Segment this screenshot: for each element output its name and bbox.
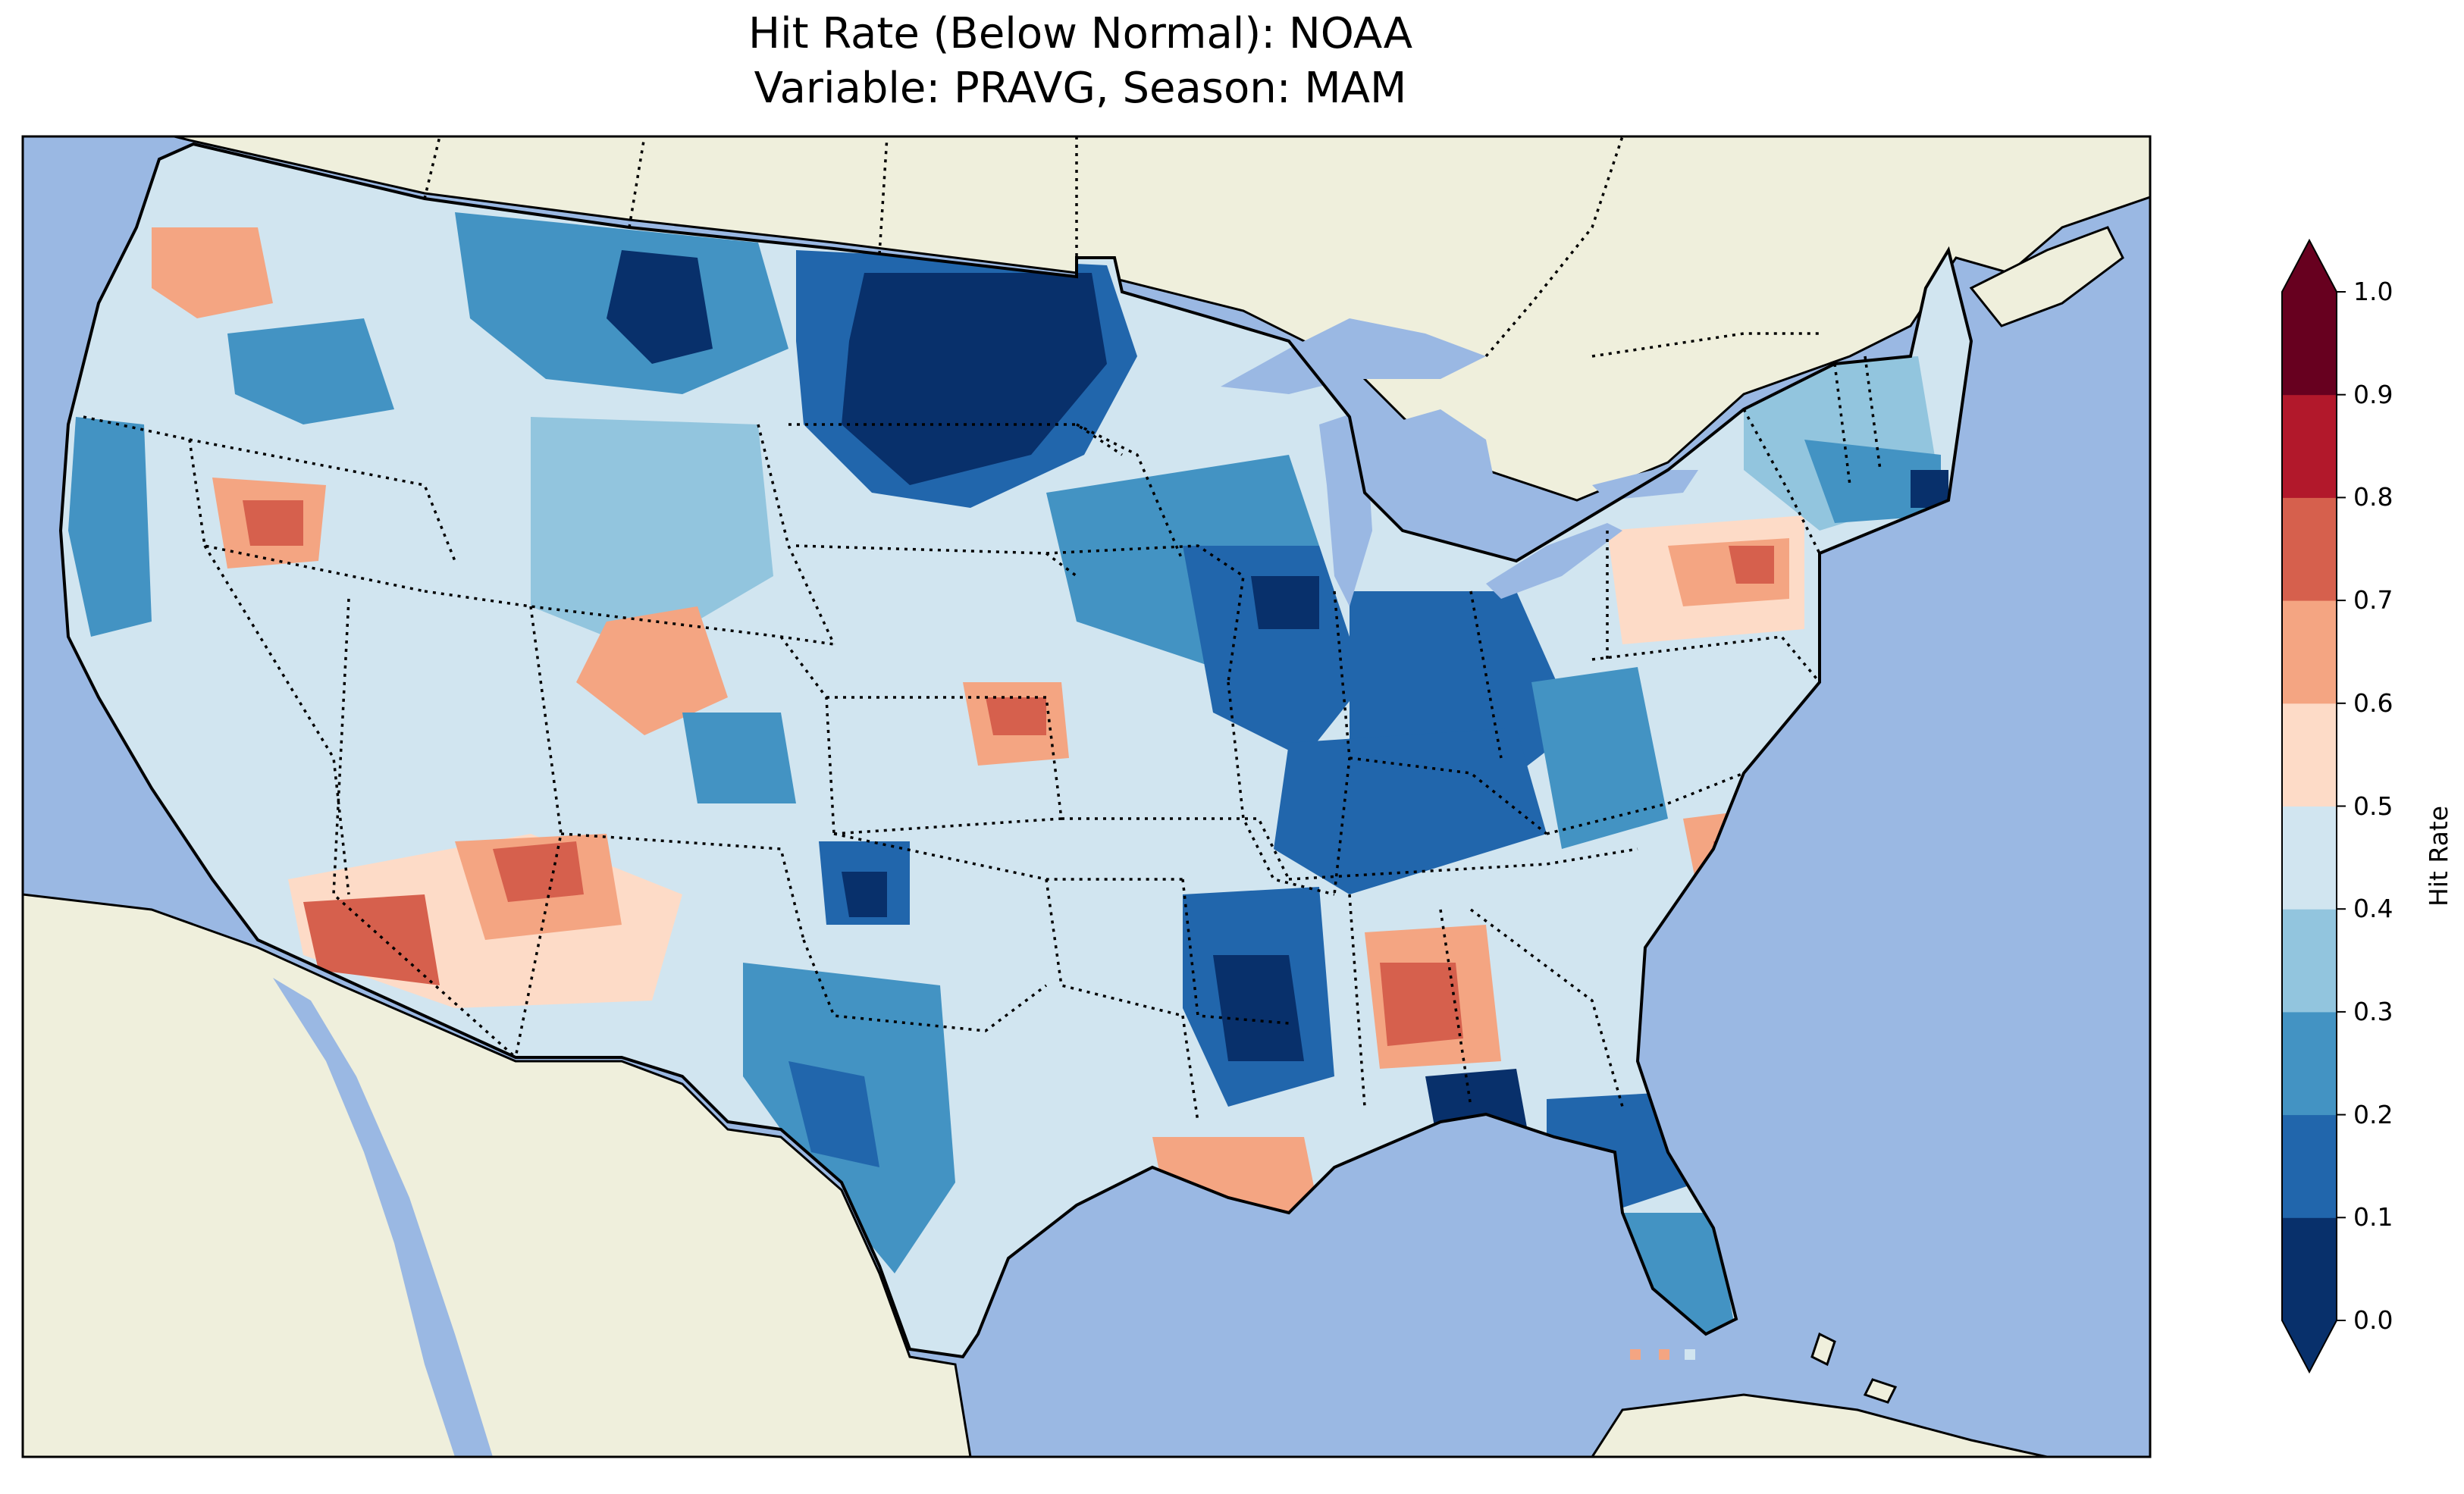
colorbar-extend-min: [2282, 1320, 2337, 1372]
colorbar-extend-max: [2282, 240, 2337, 292]
nova-scotia: [1969, 226, 2124, 327]
colorbar-segment: [2282, 909, 2337, 1013]
us-coastline: [58, 142, 1973, 1359]
keys-cell: [1659, 1349, 1669, 1360]
colorbar-tick-label: 0.4: [2353, 894, 2393, 924]
colorbar-label: Hit Rate: [2424, 805, 2454, 907]
colorbar-segment: [2282, 703, 2337, 807]
colorbar-segment: [2282, 806, 2337, 910]
colorbar-tick-label: 0.7: [2353, 585, 2393, 615]
colorbar-segment: [2282, 292, 2337, 396]
mexico-landmass: [23, 893, 972, 1457]
map-title-line-2: Variable: PRAVG, Season: MAM: [754, 64, 1407, 113]
lake-huron: [1387, 409, 1501, 546]
colorbar-tick-label: 0.5: [2353, 791, 2393, 821]
map-frame: [21, 135, 2152, 1458]
colorbar-tick-label: 0.8: [2353, 482, 2393, 512]
colorbar-tick-label: 0.1: [2353, 1202, 2393, 1232]
colorbar-tick-label: 0.0: [2353, 1305, 2393, 1335]
keys-cell: [1630, 1349, 1641, 1360]
colorbar-segment: [2282, 394, 2337, 498]
map-title-line-1: Hit Rate (Below Normal): NOAA: [748, 9, 1413, 58]
colorbar-tick-label: 0.2: [2353, 1099, 2393, 1129]
bahamas-islands: [1810, 1332, 1898, 1404]
state-borders: [83, 136, 1882, 1123]
lake-erie: [1486, 523, 1622, 599]
cuba-landmass: [1591, 1393, 2048, 1457]
gulf-of-california: [273, 978, 493, 1457]
hit-rate-raster: [68, 212, 1948, 1342]
colorbar: [2281, 238, 2346, 1374]
lake-superior: [1221, 318, 1486, 394]
colorbar-segment: [2282, 497, 2337, 601]
colorbar-segment: [2282, 1011, 2337, 1116]
colorbar-tick-label: 0.6: [2353, 687, 2393, 718]
colorbar-tick-label: 1.0: [2353, 277, 2393, 306]
colorbar-tick-label: 0.3: [2353, 996, 2393, 1026]
colorbar-tick-label: 0.9: [2353, 379, 2393, 409]
colorbar-segment: [2282, 1217, 2337, 1321]
keys-cell: [1685, 1349, 1695, 1360]
canada-landmass: [174, 136, 2150, 502]
colorbar-segment: [2282, 1114, 2337, 1218]
colorbar-segment: [2282, 600, 2337, 704]
